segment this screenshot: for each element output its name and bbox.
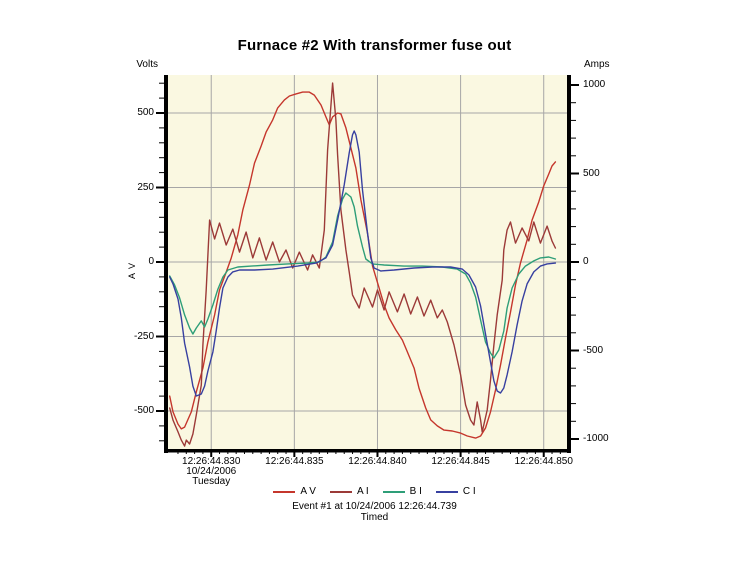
- legend-label: B I: [409, 486, 422, 497]
- right-tick-label: -1000: [583, 433, 609, 444]
- event-caption: Event #1 at 10/24/2006 12:26:44.739: [292, 501, 457, 512]
- trace-c-i: [168, 130, 557, 397]
- x-tick-label: 12:26:44.845: [431, 456, 490, 467]
- legend-label: A V: [300, 486, 316, 497]
- x-tick-label: 12:26:44.840: [348, 456, 407, 467]
- trace-b-i: [168, 192, 557, 359]
- left-tick-label: -500: [133, 405, 154, 416]
- left-tick-label: 500: [137, 107, 154, 118]
- trace-a-i: [168, 82, 557, 447]
- legend-label: A I: [356, 486, 369, 497]
- right-tick-label: 0: [583, 256, 589, 267]
- chart-title: Furnace #2 With transformer fuse out: [237, 37, 512, 54]
- right-tick-label: 1000: [583, 79, 606, 90]
- x-tick-label: 12:26:44.835: [265, 456, 324, 467]
- trigger-type-caption: Timed: [360, 512, 389, 523]
- legend-line-swatch: [435, 490, 458, 493]
- legend-item-a-i: A I: [329, 486, 369, 497]
- left-axis-unit-label: Volts: [136, 59, 158, 70]
- legend-line-swatch: [273, 490, 296, 493]
- legend-item-c-i: C I: [435, 486, 476, 497]
- left-tick-label: -250: [133, 330, 154, 342]
- right-axis-unit-label: Amps: [584, 59, 610, 70]
- right-tick-label: -500: [583, 344, 604, 356]
- legend-label: C I: [462, 486, 476, 497]
- right-axis-spine: [567, 75, 571, 453]
- x-tick-label: 12:26:44.830: [182, 456, 241, 467]
- legend-line-swatch: [329, 490, 352, 493]
- x-tick-sub-label: 10/24/2006: [186, 466, 237, 477]
- legend-item-b-i: B I: [382, 486, 422, 497]
- x-tick-sub-label: Tuesday: [192, 476, 231, 487]
- left-tick-label: 0: [148, 256, 154, 267]
- left-axis-spine: [164, 75, 168, 453]
- right-tick-label: 500: [583, 167, 600, 179]
- left-tick-label: 250: [137, 181, 154, 193]
- legend-line-swatch: [382, 490, 405, 493]
- legend-item-a-v: A V: [273, 486, 316, 497]
- trace-a-v: [168, 91, 557, 439]
- x-tick-label: 12:26:44.850: [514, 456, 573, 467]
